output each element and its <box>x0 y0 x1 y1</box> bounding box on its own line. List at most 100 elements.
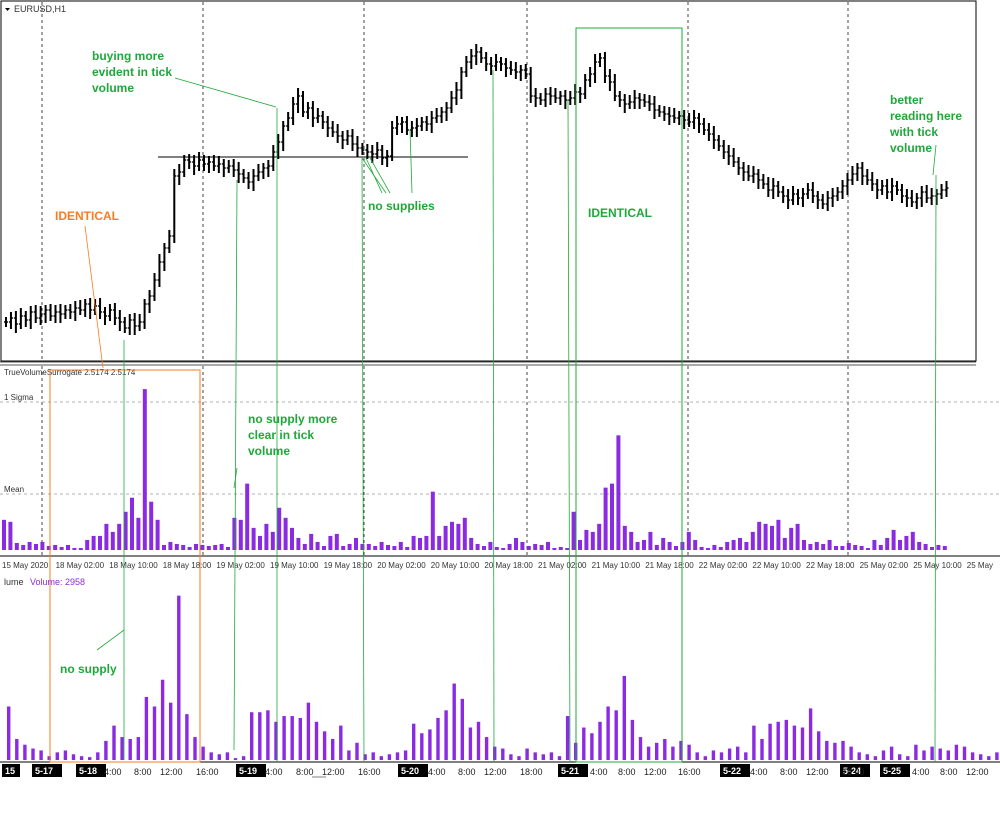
indicator-bar <box>795 523 800 550</box>
price-bar <box>53 305 58 323</box>
price-bar <box>939 184 944 199</box>
indicator-bar <box>923 543 928 550</box>
price-bar <box>622 94 627 113</box>
volume-bar <box>476 721 481 760</box>
price-bar <box>484 52 489 71</box>
session-separators <box>41 2 849 556</box>
indicator-bar <box>603 487 608 550</box>
indicator-bar <box>98 535 102 550</box>
indicator-bar <box>629 531 634 550</box>
volume-bar <box>582 727 586 760</box>
panel-separator[interactable] <box>0 361 976 366</box>
price-bar <box>439 107 444 123</box>
volume-bar <box>833 742 837 760</box>
svg-text:clear in tick: clear in tick <box>248 428 314 442</box>
price-bar <box>568 91 573 105</box>
price-bar <box>583 74 588 99</box>
price-bar <box>855 163 860 181</box>
price-bar <box>662 106 667 121</box>
volume-bar <box>282 716 286 760</box>
price-bar <box>860 162 865 185</box>
volume-bar <box>493 746 497 760</box>
indicator-bar <box>501 547 506 550</box>
volume-bar <box>233 758 238 760</box>
price-bar <box>617 91 622 107</box>
volume-bar <box>655 742 659 760</box>
svg-text:reading here: reading here <box>890 109 962 123</box>
indicator-bar <box>53 544 58 550</box>
price-bar <box>761 174 766 189</box>
price-bar <box>360 143 365 155</box>
indicator-bar <box>347 543 352 550</box>
price-bar <box>449 91 454 113</box>
price-bar <box>563 90 568 109</box>
volume-hour-tick: 4:00 <box>912 767 930 777</box>
volume-hour-tick: 4:00 <box>590 767 608 777</box>
indicator-bar <box>46 545 51 550</box>
price-bar <box>771 178 776 199</box>
scroll-handle[interactable] <box>312 776 326 778</box>
price-bar <box>919 186 924 207</box>
price-bar <box>810 182 815 203</box>
indicator-bar <box>8 521 13 550</box>
svg-text:15: 15 <box>5 766 15 776</box>
indicator-bar <box>277 507 282 550</box>
price-bar <box>731 148 736 167</box>
price-bar <box>672 108 677 123</box>
indicator-bar <box>936 544 941 550</box>
volume-bar <box>63 750 68 760</box>
indicator-bar <box>66 544 70 550</box>
dropdown-triangle-icon[interactable] <box>5 8 10 11</box>
volume-bar <box>379 756 383 760</box>
price-bar <box>197 152 202 171</box>
price-bar <box>147 290 152 313</box>
volume-hour-tick: 4:00 <box>104 767 122 777</box>
volume-hour-tick: 8:00 <box>296 767 314 777</box>
volume-bar <box>817 731 821 760</box>
volume-bar <box>306 702 311 760</box>
price-bar <box>716 135 721 151</box>
indicator-bar <box>654 544 659 550</box>
volume-hour-tick: 12:00 <box>160 767 183 777</box>
volume-bar <box>452 683 456 760</box>
price-bar <box>395 116 400 135</box>
volume-bar <box>314 721 319 760</box>
volume-bar <box>112 725 116 760</box>
indicator-bar <box>488 541 493 550</box>
price-bar <box>543 88 548 107</box>
price-bar <box>612 74 617 101</box>
main-chart-frame[interactable] <box>0 0 977 362</box>
volume-hour-tick: 8:00 <box>780 767 798 777</box>
price-bar <box>766 177 771 197</box>
indicator-panel-frame[interactable] <box>1 366 1000 556</box>
indicator-bar <box>264 523 269 550</box>
price-bar <box>117 310 122 331</box>
indicator-bar <box>930 546 934 550</box>
price-bar <box>335 124 340 143</box>
price-bar <box>404 116 409 135</box>
svg-text:5-25: 5-25 <box>883 766 901 776</box>
window-title[interactable]: EURUSD,H1 <box>5 4 66 14</box>
price-bar <box>286 112 291 131</box>
indicator-bar <box>72 547 77 550</box>
volume-bar <box>906 756 910 760</box>
session-date-label: 5-18 <box>76 764 106 777</box>
volume-bar <box>565 716 570 760</box>
indicator-bar <box>296 537 301 550</box>
annotation-no-supply: no supply <box>60 662 117 676</box>
indicator-bar <box>494 546 499 550</box>
indicator-bar <box>418 537 422 550</box>
identical-box-right <box>575 27 683 763</box>
indicator-bar <box>213 544 218 550</box>
price-bar <box>380 145 385 165</box>
volume-bar <box>209 752 213 760</box>
price-bar <box>914 193 919 209</box>
indicator-bar <box>392 545 397 550</box>
session-date-label: 15 <box>2 764 20 777</box>
indicator-bar <box>802 539 806 550</box>
volume-bar <box>395 752 400 760</box>
price-bar <box>251 169 256 191</box>
price-bar <box>776 181 781 197</box>
volume-bar <box>590 733 594 760</box>
price-bar <box>192 155 197 175</box>
